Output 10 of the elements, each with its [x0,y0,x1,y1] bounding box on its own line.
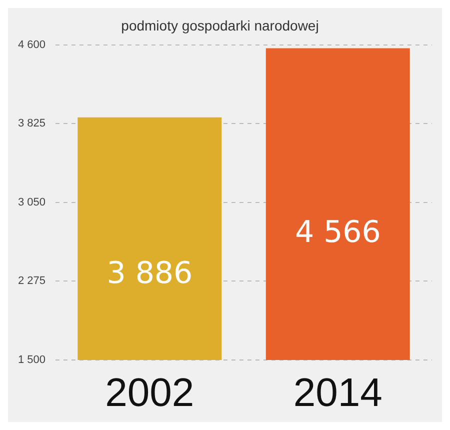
x-tick-label: 2002 [105,371,194,416]
y-tick-label: 3 050 [18,196,46,208]
y-tick-label: 1 500 [18,354,46,366]
data-label: 3 886 [106,256,193,292]
chart-title: podmioty gospodarki narodowej [121,17,319,34]
y-tick-label: 3 825 [18,118,46,130]
data-label: 4 566 [294,214,381,250]
x-tick-label: 2014 [293,371,382,416]
y-tick-label: 4 600 [18,38,46,51]
y-tick-label: 2 275 [18,275,46,288]
